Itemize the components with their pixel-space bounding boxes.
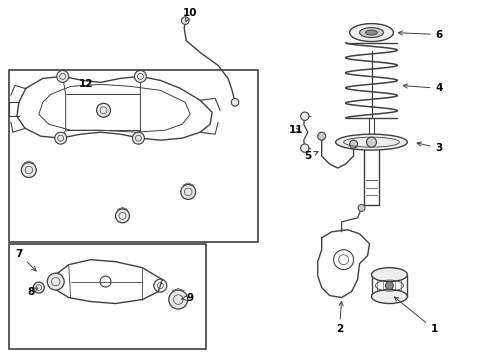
Text: 12: 12 bbox=[78, 79, 93, 89]
Circle shape bbox=[132, 132, 145, 144]
Bar bbox=[9, 244, 206, 349]
Circle shape bbox=[22, 163, 36, 177]
Text: 5: 5 bbox=[304, 151, 318, 161]
Circle shape bbox=[55, 132, 67, 144]
Ellipse shape bbox=[371, 268, 407, 282]
Ellipse shape bbox=[336, 134, 407, 150]
Ellipse shape bbox=[360, 28, 384, 37]
Text: 11: 11 bbox=[289, 125, 303, 135]
Text: 8: 8 bbox=[27, 287, 38, 297]
Circle shape bbox=[300, 112, 309, 121]
Circle shape bbox=[97, 103, 111, 117]
Circle shape bbox=[367, 137, 376, 147]
Text: 4: 4 bbox=[403, 84, 443, 93]
Circle shape bbox=[134, 71, 147, 82]
Text: 2: 2 bbox=[336, 301, 343, 334]
Text: 3: 3 bbox=[417, 142, 443, 153]
Circle shape bbox=[386, 282, 393, 289]
Text: 1: 1 bbox=[394, 297, 438, 334]
Circle shape bbox=[47, 273, 64, 290]
Circle shape bbox=[57, 71, 69, 82]
Ellipse shape bbox=[366, 30, 377, 35]
Circle shape bbox=[181, 184, 196, 199]
Text: 7: 7 bbox=[15, 249, 36, 271]
Circle shape bbox=[33, 282, 44, 293]
Bar bbox=[9, 71, 258, 242]
Circle shape bbox=[358, 204, 365, 211]
Ellipse shape bbox=[371, 289, 407, 303]
Circle shape bbox=[169, 290, 188, 309]
Circle shape bbox=[318, 132, 326, 140]
Text: 10: 10 bbox=[183, 8, 197, 22]
Ellipse shape bbox=[349, 24, 393, 41]
Text: 6: 6 bbox=[398, 30, 443, 40]
Circle shape bbox=[116, 209, 129, 223]
Circle shape bbox=[181, 17, 189, 24]
Circle shape bbox=[349, 140, 358, 148]
Circle shape bbox=[300, 144, 309, 152]
Circle shape bbox=[231, 99, 239, 106]
Text: 9: 9 bbox=[181, 293, 194, 302]
